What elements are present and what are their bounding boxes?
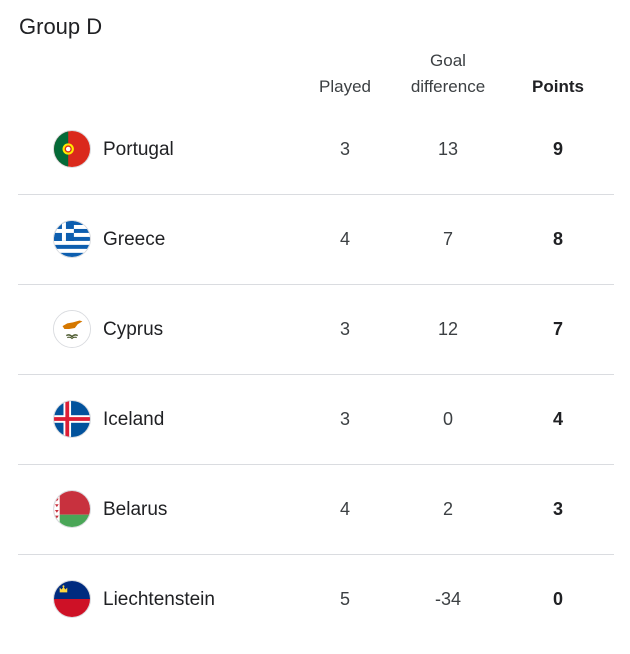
team-name[interactable]: Liechtenstein [103, 588, 215, 610]
goal-difference-value: -34 [434, 589, 461, 609]
points-value: 0 [552, 589, 563, 609]
team-name[interactable]: Belarus [103, 498, 168, 520]
table-row[interactable]: Greece 4 7 8 [18, 195, 614, 285]
header-points-label: Points [532, 77, 584, 96]
played-value: 3 [339, 319, 350, 339]
goal-difference-value: 12 [437, 319, 459, 339]
cyprus-flag-icon [53, 310, 91, 348]
played-value: 3 [339, 139, 350, 159]
table-row[interactable]: Iceland 3 0 4 [18, 375, 614, 465]
belarus-flag-icon [53, 490, 91, 528]
iceland-flag-icon [53, 400, 91, 438]
points-value: 9 [552, 139, 563, 159]
header-played-label: Played [319, 77, 371, 96]
header-goal-difference-line1: Goal [430, 51, 466, 70]
played-value: 5 [339, 589, 350, 609]
team-name[interactable]: Cyprus [103, 318, 164, 340]
liechtenstein-flag-icon [53, 580, 91, 618]
header-goal-difference: Goal difference [388, 44, 508, 100]
portugal-flag-icon [53, 130, 91, 168]
goal-difference-value: 13 [437, 139, 459, 159]
points-value: 4 [552, 409, 563, 429]
goal-difference-value: 2 [442, 499, 453, 519]
team-name[interactable]: Greece [103, 228, 166, 250]
team-name[interactable]: Portugal [103, 138, 174, 160]
table-row[interactable]: Belarus 4 2 3 [18, 465, 614, 555]
goal-difference-value: 0 [442, 409, 453, 429]
points-value: 3 [552, 499, 563, 519]
played-value: 3 [339, 409, 350, 429]
points-value: 8 [552, 229, 563, 249]
header-goal-difference-line2: difference [410, 77, 486, 96]
table-row[interactable]: Cyprus 3 12 7 [18, 285, 614, 375]
played-value: 4 [339, 499, 350, 519]
standings-table: Portugal 3 13 9 Greece 4 [18, 105, 614, 644]
goal-difference-value: 7 [442, 229, 453, 249]
played-value: 4 [339, 229, 350, 249]
group-title: Group D [19, 14, 103, 39]
team-name[interactable]: Iceland [103, 408, 165, 430]
header-points: Points [513, 44, 603, 100]
table-row[interactable]: Liechtenstein 5 -34 0 [18, 555, 614, 644]
table-row[interactable]: Portugal 3 13 9 [18, 105, 614, 195]
header-played: Played [300, 44, 390, 100]
points-value: 7 [552, 319, 563, 339]
greece-flag-icon [53, 220, 91, 258]
